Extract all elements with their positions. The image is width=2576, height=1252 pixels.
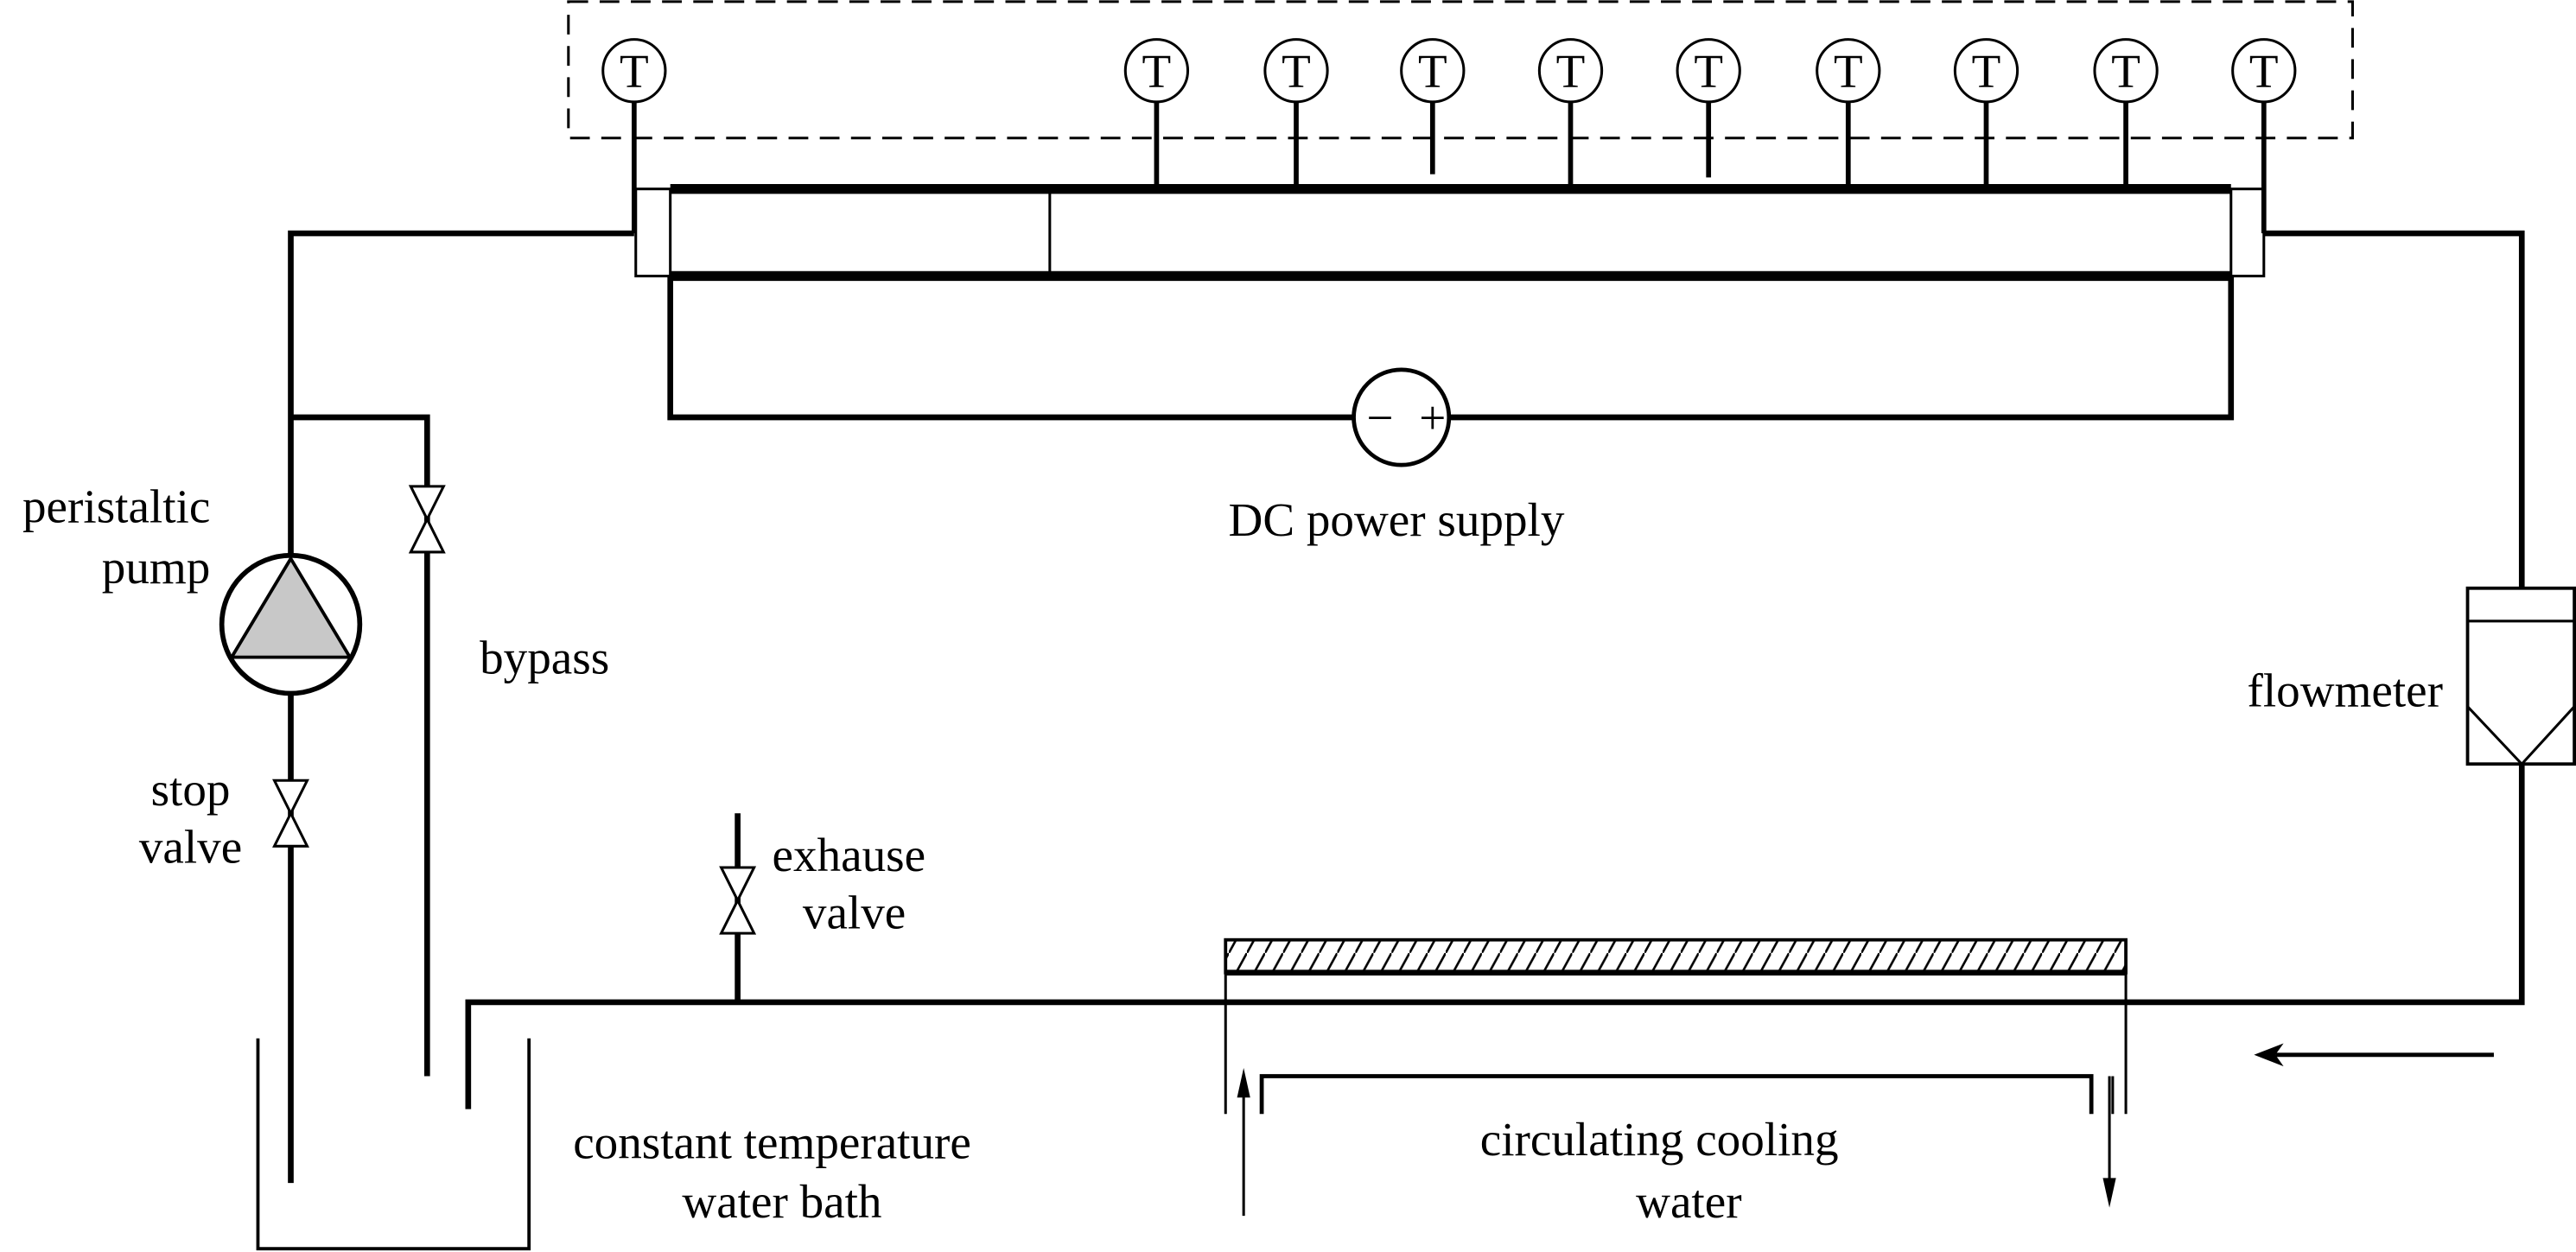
thermocouple-gauge-icon: T (1263, 38, 1329, 189)
plus-sign: + (1419, 391, 1446, 444)
pump-label: pump (102, 541, 211, 594)
thermocouple-gauge-icon: T (1953, 38, 2019, 189)
exhaust-valve-label: valve (803, 886, 906, 938)
minus-sign: − (1366, 391, 1393, 444)
peristaltic-pump-icon (219, 552, 363, 696)
sensor-enclosure (567, 0, 2354, 140)
test-section (634, 183, 2266, 282)
gauge-symbol: T (1972, 45, 2001, 98)
gauge-symbol: T (1418, 45, 1447, 98)
gauge-symbol: T (620, 45, 649, 98)
gauge-symbol: T (1556, 45, 1586, 98)
exhaust-valve-icon (719, 866, 757, 935)
flowmeter-icon (2465, 586, 2576, 766)
piping (288, 230, 2525, 1184)
thermocouple-gauge-icon: T (1676, 38, 1741, 178)
water-bath-label: water bath (682, 1175, 881, 1228)
gauge-symbol: T (2111, 45, 2140, 98)
gauge-symbol: T (1142, 45, 1172, 98)
water-bath-label: constant temperature (573, 1116, 971, 1169)
outlet-connector (2229, 187, 2266, 277)
flow-direction-arrow (2254, 1043, 2494, 1067)
cooling-water-label: circulating cooling (1480, 1113, 1839, 1166)
inlet-connector (634, 187, 672, 277)
flowmeter-label: flowmeter (2248, 664, 2444, 717)
bypass-valve-icon (408, 485, 446, 554)
stop-valve-icon (272, 779, 309, 848)
water-bath (256, 1038, 531, 1251)
thermocouple-gauge-icon: T (2093, 38, 2159, 189)
gauge-symbol: T (1694, 45, 1723, 98)
stop-valve-label: valve (139, 820, 242, 873)
gauge-symbol: T (2249, 45, 2279, 98)
dc-power-supply-icon (1352, 367, 1452, 467)
power-circuit: − + (667, 276, 2235, 467)
gauge-symbol: T (1834, 45, 1863, 98)
thermocouple-gauge-icon: T (1123, 38, 1190, 189)
gauge-symbol: T (1282, 45, 1311, 98)
cooling-water-label: water (1636, 1175, 1741, 1228)
thermocouple-gauge-icon: T (601, 38, 667, 234)
cooling-jacket (1224, 937, 2128, 1217)
bypass-label: bypass (480, 632, 609, 684)
thermocouple-gauge-icon: T (1400, 38, 1466, 175)
power-supply-label: DC power supply (1229, 493, 1565, 546)
thermocouple-gauge-icon: T (1816, 38, 1881, 189)
exhaust-valve-label: exhause (773, 829, 926, 881)
pump-label: peristaltic (22, 480, 210, 533)
stop-valve-label: stop (151, 763, 231, 816)
thermocouple-gauge-icon: T (1537, 38, 1604, 189)
